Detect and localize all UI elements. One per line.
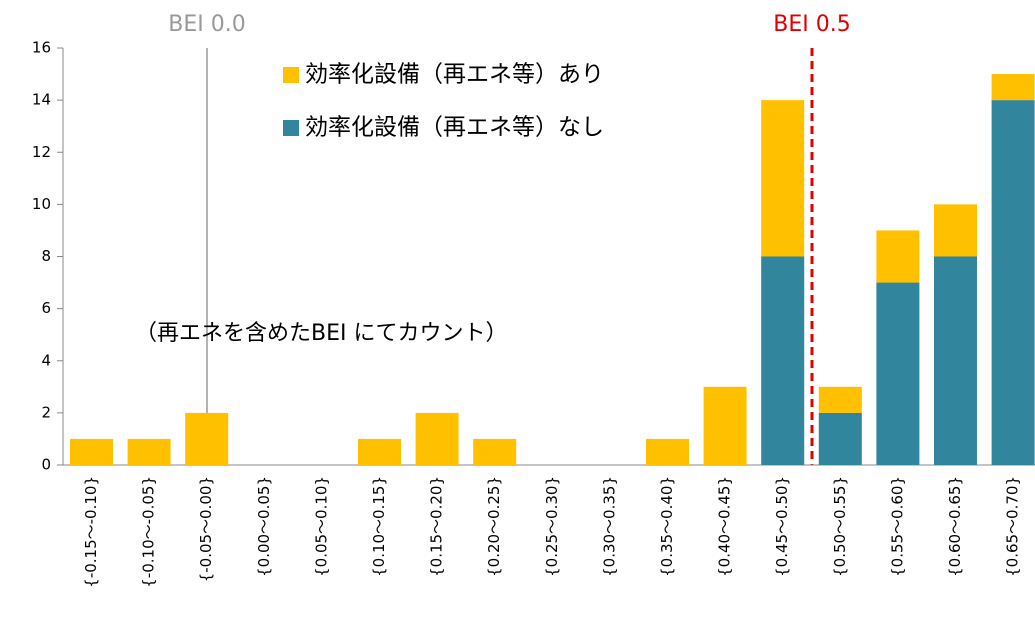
x-tick-label: {0.10～0.15} (370, 476, 388, 577)
bar (761, 256, 805, 465)
bar (818, 386, 862, 413)
bar (358, 438, 401, 465)
y-tick-label: 10 (32, 195, 51, 213)
x-tick-label: {-0.05～0.00} (197, 476, 215, 582)
legend-swatch (283, 120, 299, 136)
x-tick-label: {0.15～0.20} (428, 476, 446, 577)
y-tick-label: 0 (41, 456, 51, 474)
bar (934, 204, 977, 257)
bar (761, 100, 805, 257)
bar (70, 438, 113, 465)
bar (646, 438, 689, 465)
bar (127, 438, 171, 465)
x-tick-label: {0.00～0.05} (255, 476, 273, 577)
y-tick-label: 8 (41, 247, 51, 265)
x-tick-label: {0.35～0.40} (658, 476, 676, 577)
x-tick-label: {0.60～0.65} (946, 476, 964, 577)
legend-swatch (283, 67, 299, 83)
legend-label: 効率化設備（再エネ等）あり (305, 62, 604, 88)
bar (934, 256, 977, 465)
y-tick-label: 2 (41, 403, 51, 421)
y-tick-label: 12 (32, 143, 51, 161)
x-tick-label: {0.50～0.55} (831, 476, 849, 577)
x-tick-label: {0.30～0.35} (600, 476, 618, 577)
annotation: BEI 0.0 (168, 12, 245, 37)
bar (185, 412, 229, 465)
bar (473, 438, 517, 465)
bar (703, 386, 747, 465)
x-tick-label: {0.55～0.60} (888, 476, 906, 577)
x-tick-label: {0.05～0.10} (312, 476, 330, 577)
bar (876, 282, 920, 465)
annotation: BEI 0.5 (773, 12, 850, 37)
bar (818, 412, 862, 465)
y-tick-label: 6 (41, 299, 51, 317)
y-tick-label: 14 (32, 91, 51, 109)
bar (415, 412, 459, 465)
bar (991, 74, 1035, 101)
x-tick-label: {0.65～0.70} (1004, 476, 1022, 577)
y-tick-label: 16 (32, 39, 51, 57)
legend-label: 効率化設備（再エネ等）なし (305, 115, 604, 141)
x-tick-label: {-0.10～-0.05} (140, 476, 158, 588)
x-tick-label: {0.40～0.45} (716, 476, 734, 577)
x-tick-label: {-0.15～-0.10} (82, 476, 100, 588)
bar (876, 230, 920, 283)
x-tick-label: {0.25～0.30} (543, 476, 561, 577)
y-tick-label: 4 (41, 351, 51, 369)
annotation: （再エネを含めたBEI にてカウント） (135, 321, 507, 346)
x-tick-label: {0.20～0.25} (485, 476, 503, 577)
bar (991, 100, 1035, 465)
x-tick-label: {0.45～0.50} (773, 476, 791, 577)
